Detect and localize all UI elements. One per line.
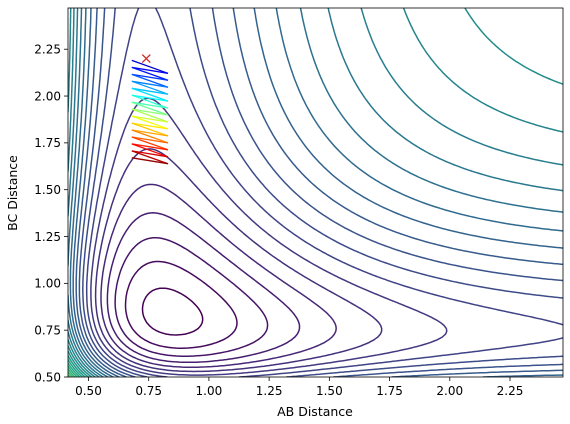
contour-line	[78, 8, 563, 377]
trajectory-segment	[131, 101, 169, 109]
y-tick-label: 1.75	[34, 136, 61, 150]
x-tick-label: 2.00	[436, 384, 463, 398]
trajectory-segment	[131, 87, 169, 95]
trajectory-segment	[131, 150, 169, 165]
trajectory-segment	[131, 73, 169, 88]
x-axis-label: AB Distance	[277, 404, 353, 419]
trajectory-segment	[131, 115, 169, 130]
trajectory-segment	[131, 80, 169, 88]
start-marker	[141, 54, 151, 64]
start-marker-stroke	[141, 54, 151, 64]
contour-line	[124, 260, 238, 349]
contour-line	[75, 8, 563, 377]
trajectory-segment	[131, 115, 169, 123]
contour-line	[68, 8, 563, 377]
contour-line	[68, 362, 81, 377]
contour-line	[68, 358, 84, 377]
trajectory-segment	[131, 59, 169, 74]
contour-line	[114, 236, 269, 357]
plot-frame	[67, 7, 564, 378]
y-tick-label: 1.50	[34, 183, 61, 197]
contour-line	[106, 212, 301, 364]
contour-line	[69, 8, 563, 377]
contour-line	[68, 8, 563, 377]
contour-line	[68, 350, 90, 377]
contour-line	[72, 8, 563, 377]
y-tick-label: 1.00	[34, 277, 61, 291]
trajectory-segment	[131, 136, 169, 144]
trajectory-segment	[131, 143, 169, 158]
trajectory-segment	[131, 66, 169, 81]
trajectory-segment	[131, 80, 169, 95]
trajectory-segment	[131, 122, 169, 130]
x-tick-label: 1.00	[196, 384, 223, 398]
trajectory-segment	[131, 136, 169, 151]
y-axis-label: BC Distance	[5, 155, 20, 231]
trajectory-segment	[131, 150, 169, 158]
x-tick-label: 2.25	[497, 384, 524, 398]
trajectory-segment	[131, 66, 169, 74]
potential-contours	[68, 8, 563, 377]
trajectory-segment	[131, 129, 169, 137]
x-tick-label: 0.75	[135, 384, 162, 398]
contour-line	[90, 97, 448, 376]
contour-line	[68, 354, 86, 377]
trajectory-segment	[131, 108, 169, 116]
trajectory-segment	[131, 108, 169, 123]
contour-line	[68, 8, 563, 377]
trajectory-segment	[131, 129, 169, 144]
trajectory-segment	[131, 87, 169, 102]
contour-line	[82, 8, 563, 377]
contour-line	[85, 8, 563, 377]
trajectory-segment	[131, 122, 169, 137]
x-tick-label: 1.50	[316, 384, 343, 398]
contour-line	[94, 148, 383, 373]
trajectory	[131, 59, 169, 165]
x-tick-label: 1.25	[256, 384, 283, 398]
x-tick-label: 0.50	[75, 384, 102, 398]
y-tick-label: 0.75	[34, 323, 61, 337]
y-axis: 0.50 0.75 1.00 1.25 1.50 1.75 2.00 2.25	[34, 43, 68, 384]
x-axis: 0.50 0.75 1.00 1.25 1.50 1.75 2.00 2.25	[75, 377, 523, 398]
plot-area	[68, 8, 563, 377]
trajectory-segment	[131, 94, 169, 102]
y-tick-label: 2.00	[34, 89, 61, 103]
trajectory-segment	[131, 157, 169, 165]
x-tick-label: 1.75	[376, 384, 403, 398]
y-tick-label: 1.25	[34, 230, 61, 244]
y-tick-label: 2.25	[34, 43, 61, 57]
trajectory-segment	[131, 94, 169, 109]
y-tick-label: 0.50	[34, 370, 61, 384]
contour-line	[100, 183, 337, 368]
trajectory-segment	[131, 101, 169, 116]
contour-line	[68, 8, 563, 377]
trajectory-segment	[131, 73, 169, 81]
trajectory-segment	[131, 143, 169, 151]
contour-line	[68, 8, 563, 377]
contour-line	[141, 287, 204, 336]
